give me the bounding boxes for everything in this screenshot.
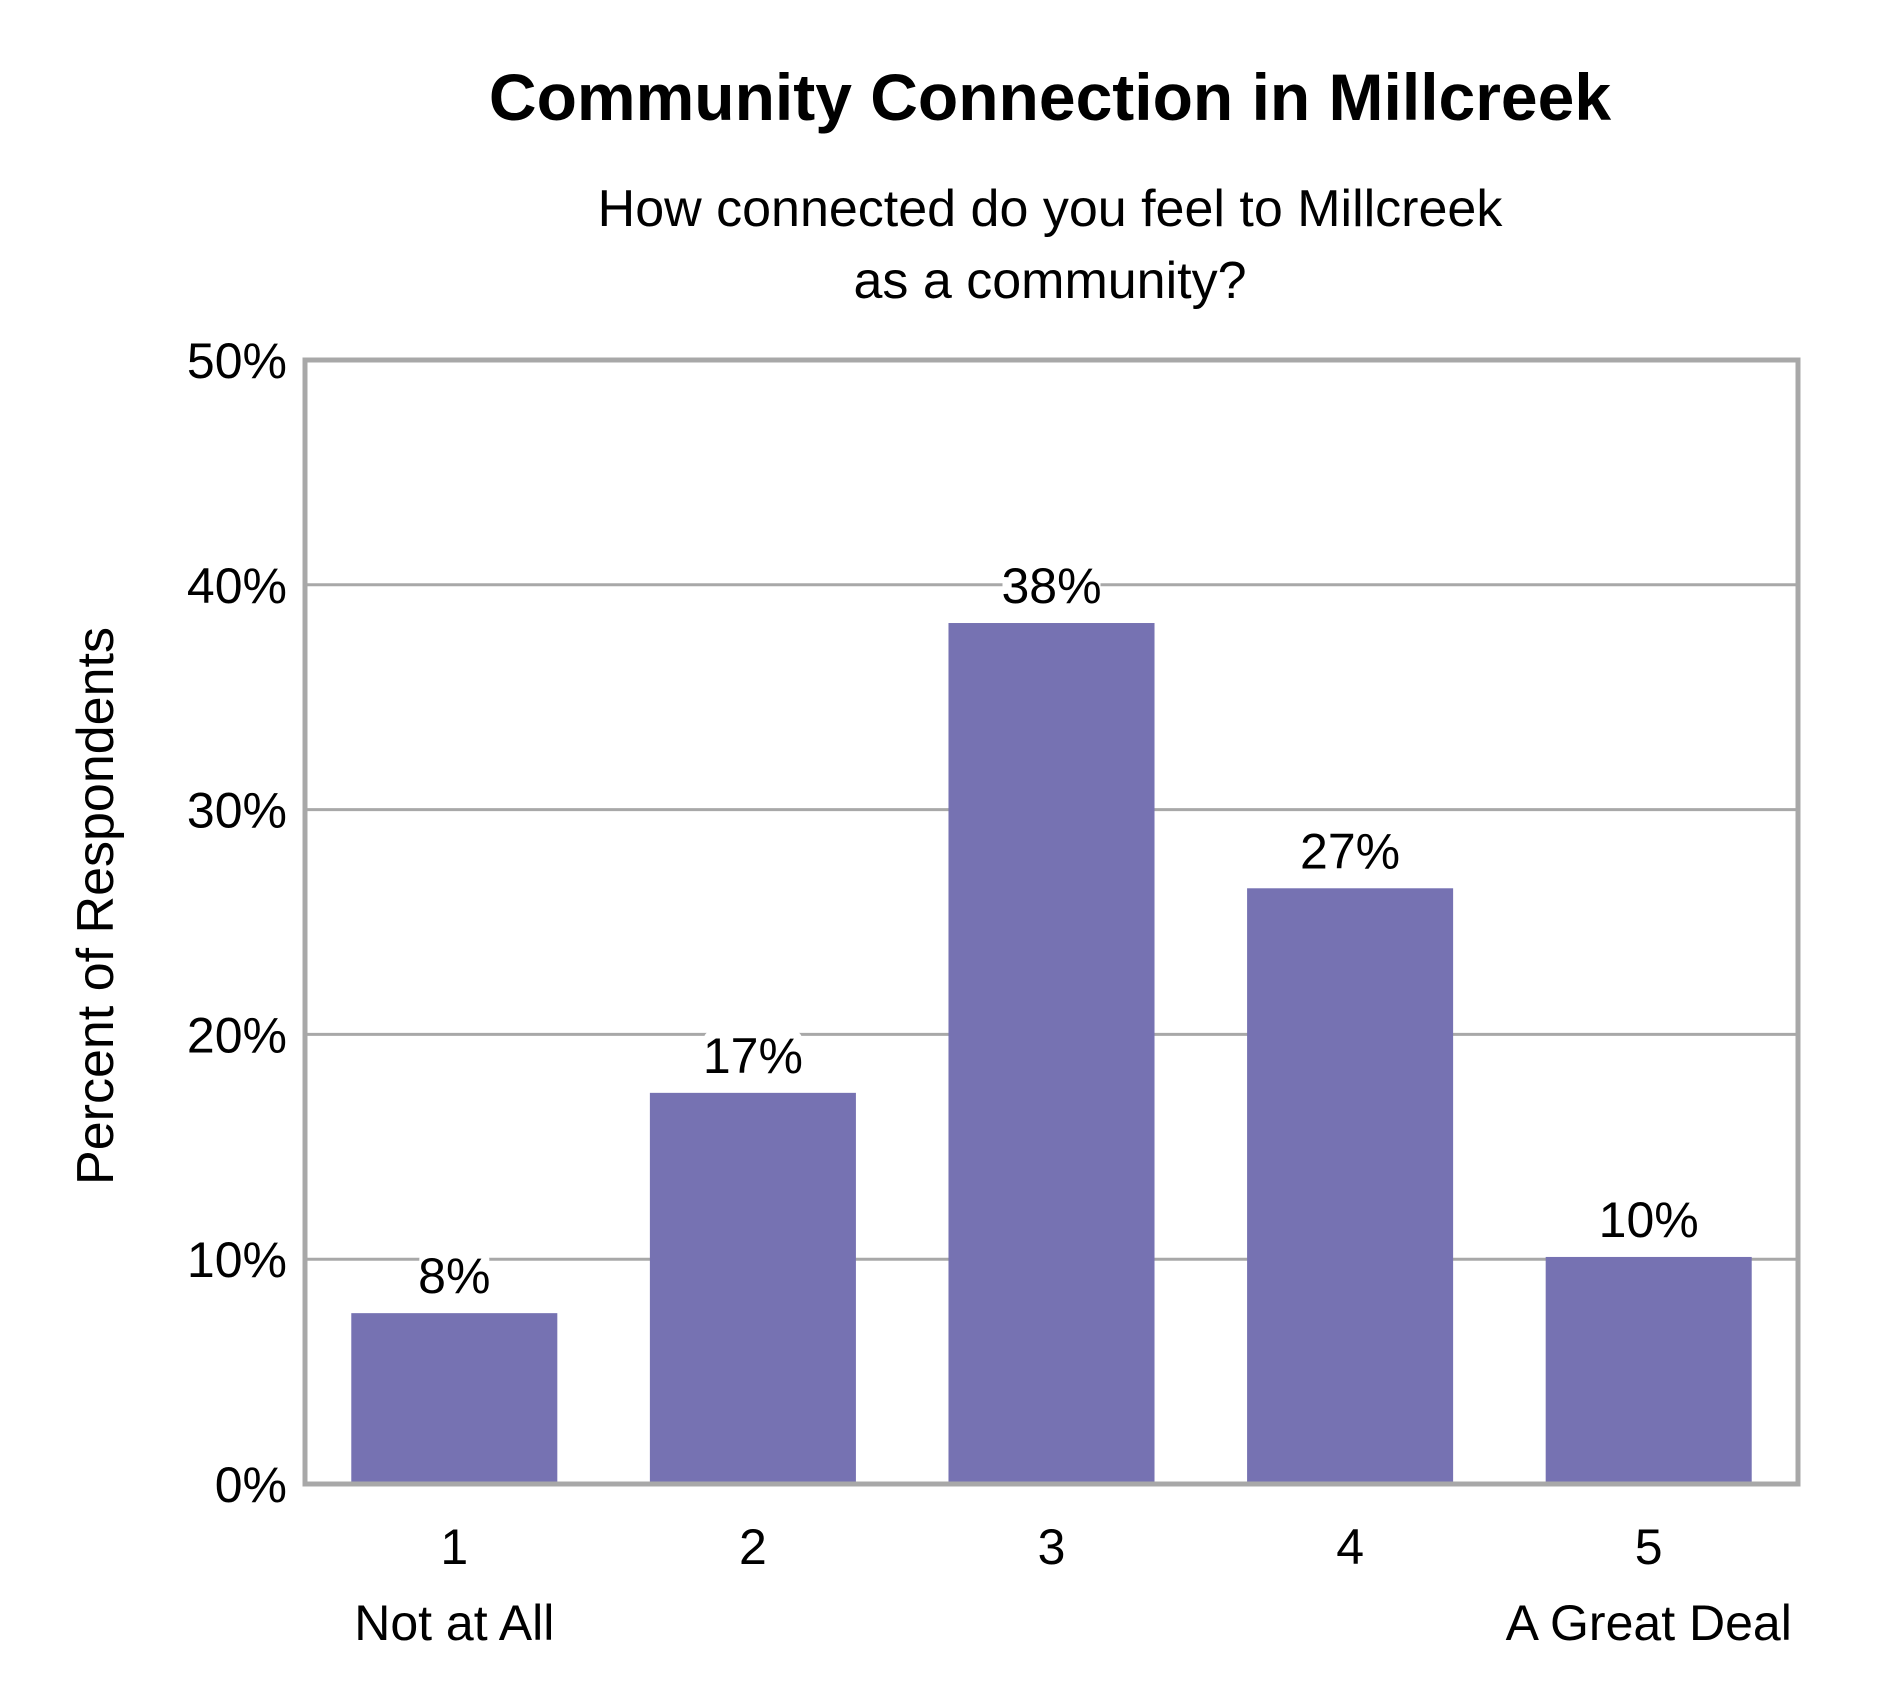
- bars: [351, 623, 1752, 1484]
- x-tick-sublabel: Not at All: [354, 1595, 554, 1651]
- x-tick-label: 2: [739, 1519, 767, 1575]
- y-tick-label: 20%: [187, 1007, 287, 1063]
- y-tick-label: 10%: [187, 1232, 287, 1288]
- x-tick-label: 1: [440, 1519, 468, 1575]
- y-axis-label: Percent of Respondents: [67, 627, 125, 1185]
- data-label-background: [419, 1251, 490, 1304]
- x-tick-sublabel: A Great Deal: [1506, 1595, 1792, 1651]
- y-tick-label: 50%: [187, 333, 287, 389]
- y-tick-label: 40%: [187, 558, 287, 614]
- plot-border: [302, 357, 1801, 1487]
- data-label: 10%: [1599, 1192, 1699, 1248]
- y-tick-label: 0%: [215, 1457, 287, 1513]
- data-label: 27%: [1300, 823, 1400, 879]
- bar-4: [1247, 888, 1454, 1484]
- bar-1: [351, 1313, 558, 1484]
- bar-2: [649, 1092, 856, 1484]
- y-tick-label: 30%: [187, 783, 287, 839]
- x-tick-label: 3: [1038, 1519, 1066, 1575]
- x-tick-label: 5: [1635, 1519, 1663, 1575]
- bar-5: [1545, 1256, 1752, 1484]
- data-label-background: [1301, 826, 1400, 879]
- data-label: 17%: [703, 1028, 803, 1084]
- chart-title: Community Connection in Millcreek: [489, 60, 1611, 134]
- plot-frame: [302, 357, 1801, 1487]
- data-label-background: [1002, 561, 1101, 614]
- chart-subtitle-line-1: How connected do you feel to Millcreek: [598, 180, 1504, 238]
- bar-3: [948, 623, 1155, 1484]
- chart-subtitle-line-2: as a community?: [853, 252, 1246, 310]
- data-label: 38%: [1001, 558, 1101, 614]
- data-labels: 8% 17% 38% 27% 10%: [418, 558, 1699, 1304]
- data-label-background: [1599, 1194, 1698, 1247]
- y-axis-ticks: 0% 10% 20% 30% 40% 50%: [187, 333, 287, 1513]
- data-label-background: [703, 1030, 802, 1083]
- data-label: 8%: [418, 1248, 490, 1304]
- x-axis-ticks: 1 Not at All 2 3 4 5 A Great Deal: [354, 1519, 1792, 1651]
- x-tick-label: 4: [1336, 1519, 1364, 1575]
